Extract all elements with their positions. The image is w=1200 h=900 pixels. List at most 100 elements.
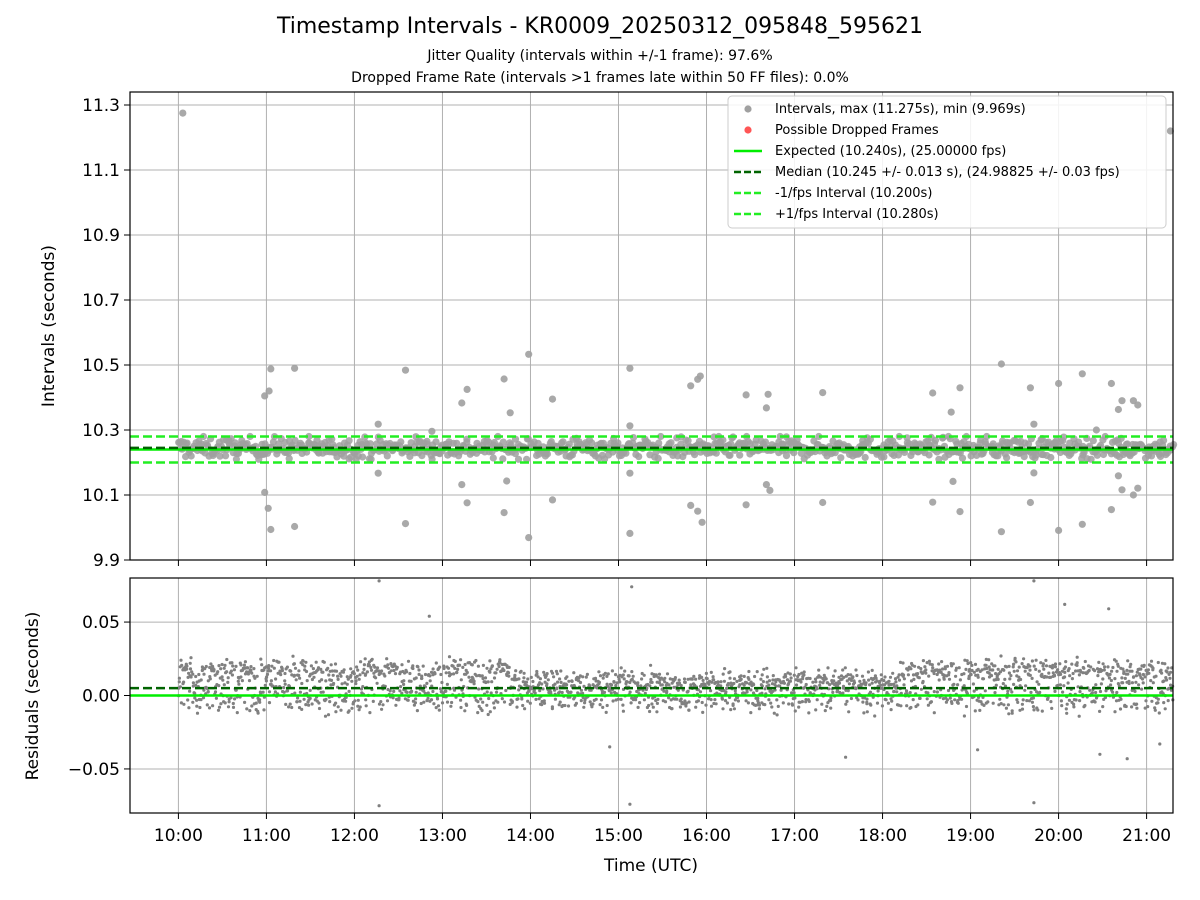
residual-point (792, 691, 796, 695)
residual-point (923, 665, 927, 669)
residual-outlier-point (630, 585, 634, 589)
residuals-y-ticks: 0.05 0.00 −0.05 (68, 613, 130, 780)
residual-point (1017, 675, 1021, 679)
residual-point (1018, 708, 1022, 712)
residual-point (265, 672, 270, 677)
residual-point (1146, 668, 1150, 672)
residual-point (1129, 662, 1133, 667)
interval-point (726, 451, 734, 459)
interval-outlier-point (1030, 420, 1038, 428)
interval-point (635, 453, 643, 461)
interval-outlier-point (1166, 127, 1174, 135)
residual-outlier-point (377, 579, 381, 583)
residual-point (451, 664, 455, 668)
residual-point (597, 680, 602, 685)
residual-point (485, 703, 489, 707)
residual-point (180, 663, 184, 668)
residual-point (414, 676, 418, 680)
interval-point (614, 439, 622, 447)
residual-point (453, 666, 457, 671)
residual-point (1044, 658, 1048, 663)
residual-point (355, 674, 359, 678)
residual-point (423, 672, 428, 677)
interval-outlier-point (1134, 401, 1142, 409)
residual-point (591, 702, 595, 706)
residual-point (760, 684, 764, 688)
residual-point (991, 701, 995, 705)
residual-point (1056, 668, 1060, 672)
residual-point (322, 660, 326, 664)
residual-point (385, 657, 389, 661)
residual-point (300, 681, 304, 686)
residual-point (474, 658, 478, 663)
residual-point (385, 699, 390, 703)
residual-point (269, 669, 273, 673)
residual-point (293, 691, 297, 695)
residual-point (593, 676, 598, 681)
residual-point (1037, 682, 1041, 686)
residual-point (431, 667, 435, 671)
residual-point (1032, 708, 1036, 712)
residual-point (298, 699, 302, 703)
residual-point (852, 681, 857, 685)
residual-point (657, 672, 662, 676)
residual-point (239, 675, 243, 679)
residual-point (998, 697, 1002, 701)
residual-point (392, 689, 396, 694)
residual-point (314, 660, 318, 664)
residual-point (274, 677, 278, 681)
residual-point (1001, 682, 1005, 686)
residual-point (774, 680, 778, 684)
residual-point (277, 660, 281, 664)
residual-point (506, 671, 511, 675)
residual-point (411, 664, 415, 668)
residual-point (1149, 679, 1153, 683)
residual-point (528, 701, 532, 705)
intervals-y-tick-label: 9.9 (93, 551, 120, 571)
residual-point (647, 703, 651, 708)
residual-point (1051, 663, 1055, 668)
residual-point (747, 669, 751, 674)
residual-point (226, 705, 231, 709)
residual-point (500, 697, 504, 701)
intervals-y-tick-label: 10.3 (82, 421, 120, 441)
residual-point (771, 678, 775, 682)
residual-point (898, 660, 903, 665)
residual-point (194, 674, 198, 679)
residual-point (298, 690, 302, 694)
residual-point (588, 700, 592, 704)
residual-point (481, 663, 485, 668)
residual-point (193, 696, 197, 700)
interval-point (588, 439, 596, 447)
residual-point (362, 667, 366, 672)
residual-point (976, 675, 980, 679)
residual-point (684, 704, 688, 708)
residual-point (610, 669, 615, 673)
interval-point (719, 436, 727, 444)
interval-point (667, 439, 675, 447)
residual-point (1021, 698, 1025, 702)
residual-point (282, 686, 286, 690)
residual-point (421, 664, 425, 668)
residual-point (690, 677, 694, 681)
residual-point (742, 674, 746, 679)
x-tick-label: 18:00 (858, 826, 907, 846)
interval-point (499, 455, 507, 463)
residual-point (831, 674, 836, 678)
interval-point (534, 439, 542, 447)
residual-point (667, 683, 671, 687)
residual-point (227, 700, 231, 704)
interval-outlier-point (1026, 384, 1034, 392)
residual-point (763, 703, 767, 707)
residual-point (254, 701, 258, 705)
residual-point (1003, 684, 1008, 688)
residual-point (892, 682, 896, 686)
residual-point (1099, 682, 1103, 686)
residual-point (789, 676, 793, 680)
residual-point (865, 710, 869, 714)
residual-point (338, 672, 342, 676)
residual-point (835, 688, 840, 693)
residual-point (978, 708, 982, 713)
residual-point (485, 666, 489, 670)
residual-point (197, 672, 201, 677)
